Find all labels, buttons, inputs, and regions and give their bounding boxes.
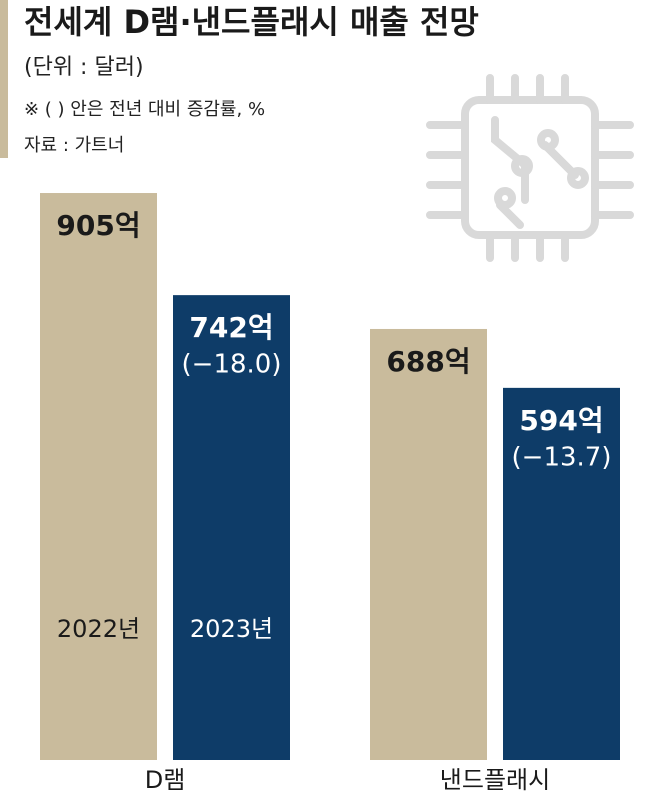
- value-label: 594억: [519, 404, 603, 437]
- legend-label: 2022년: [57, 615, 140, 643]
- legend-label: 2023년: [190, 615, 273, 643]
- source: 자료 : 가트너: [24, 135, 124, 156]
- value-label: 905억: [56, 209, 140, 242]
- x-tick-label: 낸드플래시: [440, 766, 550, 794]
- change-label: (−13.7): [512, 442, 612, 472]
- note: ※ ( ) 안은 전년 대비 증감률, %: [24, 99, 265, 120]
- bar: [173, 295, 290, 760]
- subtitle: (단위 : 달러): [24, 55, 144, 80]
- chip-icon: [426, 74, 634, 262]
- bar: [503, 387, 620, 760]
- bar: [40, 193, 157, 760]
- value-label: 688억: [386, 345, 470, 378]
- change-label: (−18.0): [182, 350, 282, 380]
- accent-bar: [0, 0, 8, 158]
- bar: [370, 328, 487, 760]
- x-tick-label: D램: [145, 766, 186, 794]
- value-label: 742억: [189, 311, 273, 344]
- chart-title: 전세계 D램·낸드플래시 매출 전망: [24, 3, 479, 41]
